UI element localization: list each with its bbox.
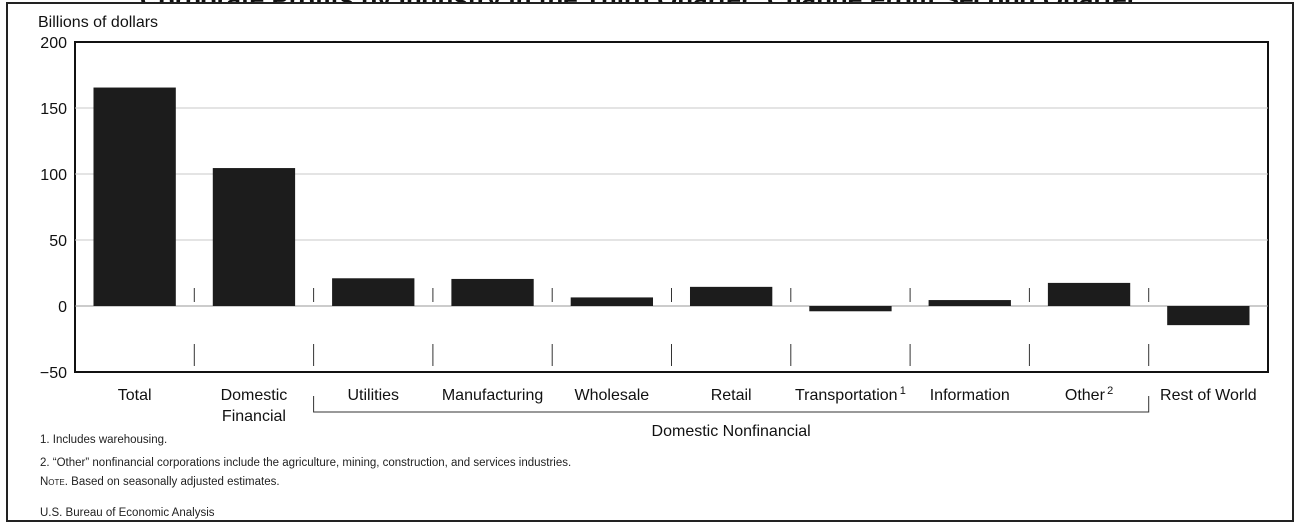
y-axis-label: Billions of dollars	[38, 14, 159, 31]
x-tick-label-footnote-marker: 1	[898, 385, 906, 397]
bar	[1167, 306, 1250, 326]
bar	[689, 286, 773, 306]
footnote-1: 1. Includes warehousing.	[40, 434, 168, 446]
footnote-2: 2. “Other” nonfinancial corporations inc…	[40, 457, 572, 469]
bar	[570, 297, 654, 306]
x-tick-label: Manufacturing	[442, 387, 543, 404]
group-bracket	[313, 396, 1150, 413]
y-tick-label: −50	[40, 365, 67, 382]
x-tick-label: Domestic	[221, 387, 288, 404]
note-line: Note. Based on seasonally adjusted estim…	[40, 476, 280, 488]
bar	[928, 300, 1011, 306]
bar	[1047, 282, 1131, 306]
note-text: . Based on seasonally adjusted estimates…	[64, 476, 280, 488]
bar	[332, 278, 415, 306]
x-tick-label: Utilities	[347, 387, 399, 404]
bar	[93, 87, 176, 306]
source-line: U.S. Bureau of Economic Analysis	[40, 507, 215, 519]
x-tick-label: Retail	[711, 387, 752, 404]
x-tick-label: Total	[118, 387, 152, 404]
bar	[809, 306, 892, 312]
group-label: Domestic Nonfinancial	[652, 423, 811, 440]
y-tick-label: 0	[58, 299, 67, 316]
x-tick-label-footnote-marker: 2	[1105, 385, 1113, 397]
x-tick-label: Wholesale	[574, 387, 649, 404]
note-label: Note	[40, 476, 65, 488]
x-tick-label: Financial	[222, 408, 286, 425]
y-tick-label: 100	[40, 167, 67, 184]
y-tick-label: 50	[49, 233, 67, 250]
plot-area	[74, 41, 1269, 373]
y-tick-label: 200	[40, 35, 67, 52]
x-tick-label: Other 2	[1065, 385, 1113, 404]
bar	[451, 278, 534, 306]
bar	[212, 168, 296, 306]
x-tick-label: Information	[930, 387, 1010, 404]
x-tick-label: Transportation 1	[795, 385, 906, 404]
x-tick-label: Rest of World	[1160, 387, 1257, 404]
y-tick-label: 150	[40, 101, 67, 118]
